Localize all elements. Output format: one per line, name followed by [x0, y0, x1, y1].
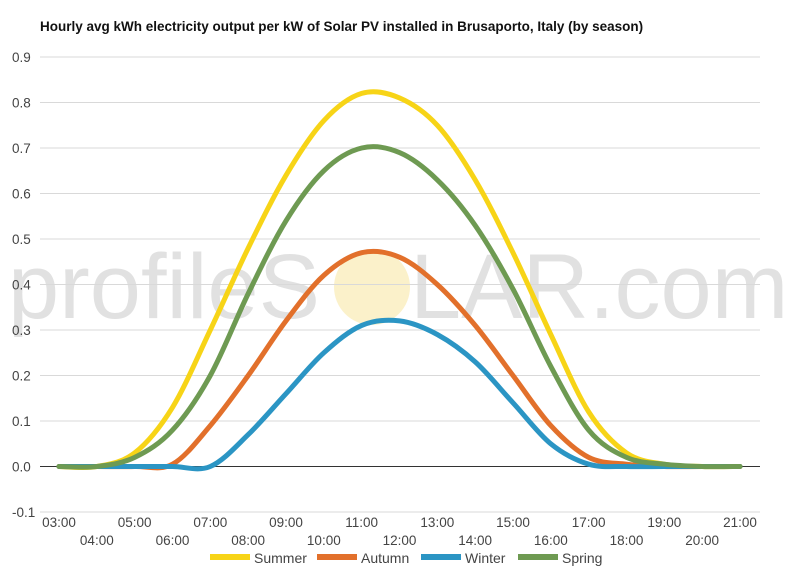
x-tick-label: 14:00 — [458, 533, 492, 548]
y-tick-label: 0.2 — [12, 369, 31, 384]
x-tick-label: 21:00 — [723, 515, 757, 530]
series-line-spring — [56, 144, 743, 470]
legend-swatch-winter — [421, 554, 461, 560]
watermark-text-right: LAR.com — [410, 236, 788, 338]
series-line-winter — [56, 317, 743, 472]
x-tick-label: 10:00 — [307, 533, 341, 548]
x-tick-label: 08:00 — [231, 533, 265, 548]
chart-title: Hourly avg kWh electricity output per kW… — [40, 19, 644, 34]
x-tick-label: 18:00 — [610, 533, 644, 548]
x-tick-label: 07:00 — [193, 515, 227, 530]
y-tick-label: 0.8 — [12, 96, 31, 111]
x-tick-label: 15:00 — [496, 515, 530, 530]
x-tick-label: 09:00 — [269, 515, 303, 530]
legend-label-winter: Winter — [465, 550, 506, 566]
watermark-text-left: profileS — [8, 236, 320, 338]
legend: Summer Autumn Winter Spring — [210, 550, 602, 566]
legend-swatch-summer — [210, 554, 250, 560]
x-tick-label: 04:00 — [80, 533, 114, 548]
y-tick-label: -0.1 — [12, 505, 35, 520]
legend-label-summer: Summer — [254, 550, 307, 566]
x-tick-label: 16:00 — [534, 533, 568, 548]
x-tick-label: 19:00 — [647, 515, 681, 530]
y-tick-label: 0.3 — [12, 323, 31, 338]
y-tick-label: 0.4 — [12, 278, 31, 293]
x-tick-label: 03:00 — [42, 515, 76, 530]
x-tick-label: 12:00 — [383, 533, 417, 548]
y-tick-label: 0.5 — [12, 232, 31, 247]
x-tick-label: 05:00 — [118, 515, 152, 530]
legend-label-autumn: Autumn — [361, 550, 409, 566]
watermark-sun-icon — [334, 249, 410, 325]
y-tick-label: 0.6 — [12, 187, 31, 202]
x-tick-label: 11:00 — [345, 515, 378, 530]
x-tick-label: 06:00 — [156, 533, 190, 548]
x-tick-label: 17:00 — [572, 515, 606, 530]
legend-swatch-autumn — [317, 554, 357, 560]
y-tick-label: 0.9 — [12, 50, 31, 65]
y-tick-label: 0.1 — [12, 414, 31, 429]
x-tick-label: 20:00 — [685, 533, 719, 548]
series-line-summer — [56, 89, 743, 471]
y-tick-label: 0.0 — [12, 460, 31, 475]
legend-label-spring: Spring — [562, 550, 602, 566]
y-tick-label: 0.7 — [12, 141, 31, 156]
legend-swatch-spring — [518, 554, 558, 560]
series-lines — [56, 89, 743, 472]
y-axis: -0.1 0.0 0.1 0.2 0.3 0.4 0.5 0.6 0.7 0.8 0.9 — [12, 50, 35, 520]
x-tick-label: 13:00 — [420, 515, 454, 530]
